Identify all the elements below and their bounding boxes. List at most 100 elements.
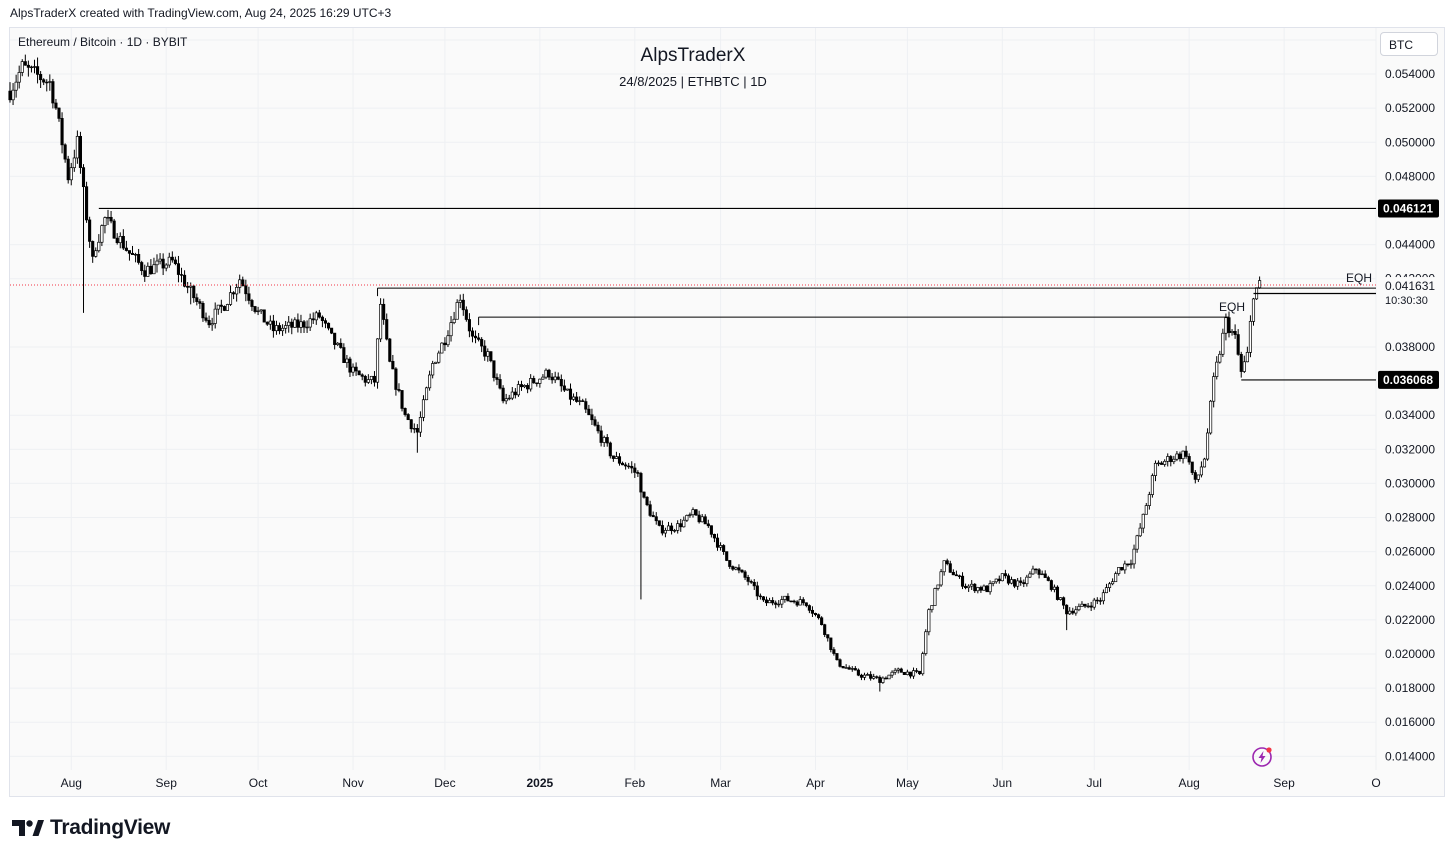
level-label: 0.046121 (1383, 201, 1433, 215)
candle-body (810, 609, 814, 614)
candle-body (262, 309, 266, 323)
candle-body (544, 369, 548, 378)
candle-body (826, 634, 830, 639)
y-tick-label: 0.050000 (1385, 135, 1435, 149)
candle-body (1068, 610, 1072, 615)
candle-body (492, 360, 496, 378)
candle-body (550, 376, 554, 381)
candle-body (225, 304, 230, 311)
candle-body (397, 389, 401, 391)
candle-body (547, 369, 551, 378)
candle-body (152, 264, 156, 275)
candle-body (513, 391, 517, 396)
candle-body (844, 667, 848, 669)
chart-subtitle: 24/8/2025 | ETHBTC | 1D (619, 74, 767, 89)
candle-body (256, 310, 260, 313)
y-tick-label: 0.034000 (1385, 408, 1435, 422)
candle-body (798, 599, 802, 606)
candle-body (173, 259, 177, 265)
candle-body (1046, 577, 1050, 581)
candle-body (161, 258, 165, 269)
candle-body (630, 465, 634, 469)
candle-body (801, 599, 805, 604)
candle-body (186, 285, 190, 288)
candle-body (155, 260, 159, 266)
candle-body (311, 318, 315, 321)
candle-body (575, 396, 579, 402)
candle-body (26, 64, 30, 68)
tradingview-logo[interactable]: TradingView (12, 815, 170, 841)
chart-panel[interactable] (9, 27, 1445, 797)
y-tick-label: 0.044000 (1385, 238, 1435, 252)
candle-body (673, 530, 677, 532)
candle-body (1153, 462, 1158, 476)
candle-body (1077, 606, 1081, 611)
candle-body (936, 584, 940, 589)
x-tick-label: May (896, 776, 919, 790)
candle-body (342, 347, 346, 363)
candle-body (421, 399, 426, 418)
symbol-legend[interactable]: Ethereum / Bitcoin · 1D · BYBIT (18, 35, 188, 49)
candle-body (1172, 458, 1176, 463)
candle-body (777, 603, 781, 606)
candle-body (1248, 321, 1252, 353)
last-price-label-bg (1378, 277, 1439, 308)
candle-body (477, 337, 481, 340)
candle-body (642, 491, 646, 498)
candle-body (54, 102, 58, 109)
candle-body (1138, 527, 1142, 537)
candle-body (875, 676, 879, 678)
candle-body (639, 473, 643, 493)
candle-body (146, 265, 150, 277)
candle-body (265, 321, 269, 325)
x-tick-label: Jul (1087, 776, 1102, 790)
candle-body (1022, 582, 1026, 585)
candle-body (820, 617, 824, 626)
candle-body (428, 374, 432, 389)
candle-body (862, 674, 867, 678)
candle-body (274, 325, 279, 332)
candle-body (562, 385, 566, 391)
candle-body (786, 595, 790, 602)
y-tick-label: 0.026000 (1385, 545, 1435, 559)
candle-body (81, 167, 86, 188)
candle-body (1141, 513, 1145, 529)
candle-body (924, 631, 928, 654)
x-tick-label: Mar (710, 776, 731, 790)
candle-body (1043, 573, 1047, 578)
candle-body (633, 467, 637, 473)
candle-body (467, 319, 471, 332)
lightning-icon[interactable] (1251, 746, 1273, 768)
candle-body (1156, 462, 1161, 465)
candle-body (614, 456, 618, 459)
candle-body (412, 427, 416, 430)
candle-body (1227, 317, 1231, 333)
candle-body (715, 537, 720, 548)
candle-body (473, 335, 478, 339)
candle-body (372, 375, 377, 383)
currency-button[interactable]: BTC (1380, 32, 1438, 56)
candle-body (1058, 597, 1063, 600)
candle-body (149, 265, 153, 275)
candle-body (100, 225, 104, 243)
candle-body (440, 342, 444, 354)
candle-body (1101, 592, 1105, 602)
candle-body (1178, 453, 1182, 460)
candle-body (140, 262, 144, 272)
candle-body (486, 351, 490, 357)
candle-body (538, 378, 542, 384)
candle-body (1196, 474, 1200, 480)
candle-body (709, 525, 713, 535)
candle-body (112, 220, 116, 239)
eqh-label: EQH (1346, 271, 1372, 285)
candle-body (841, 666, 845, 669)
candle-body (872, 676, 876, 679)
candle-body (400, 390, 404, 409)
candle-body (403, 408, 407, 415)
candle-body (1028, 573, 1032, 578)
candle-body (88, 219, 92, 242)
candle-body (743, 571, 747, 578)
candle-body (1236, 334, 1240, 355)
candle-body (522, 385, 527, 388)
